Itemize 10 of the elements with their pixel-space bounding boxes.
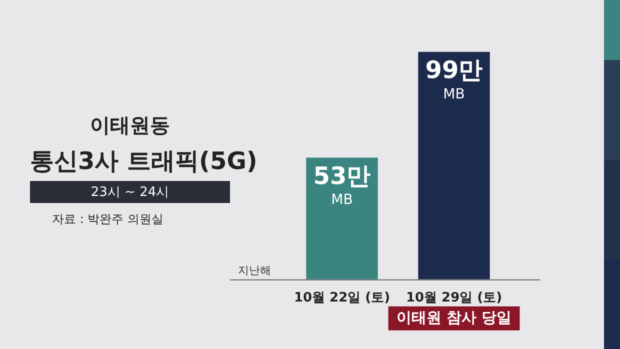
text: 이태원동 [89,112,171,139]
annotation: 지난해 [238,264,271,277]
data-label: 53만 MB [313,162,371,208]
text: 통신3사 트래픽(5G) [30,146,258,177]
text: 자료 : 박완주 의원실 [51,211,164,228]
text: 23시 ~ 24시 [30,181,230,203]
x-tick-label: 10월 29일 (토) [406,290,502,306]
text: 이태원 참사 당일 [396,308,512,326]
data-label: 99만 MB [425,56,483,102]
x-tick-label: 10월 22일 (토) [294,290,390,306]
